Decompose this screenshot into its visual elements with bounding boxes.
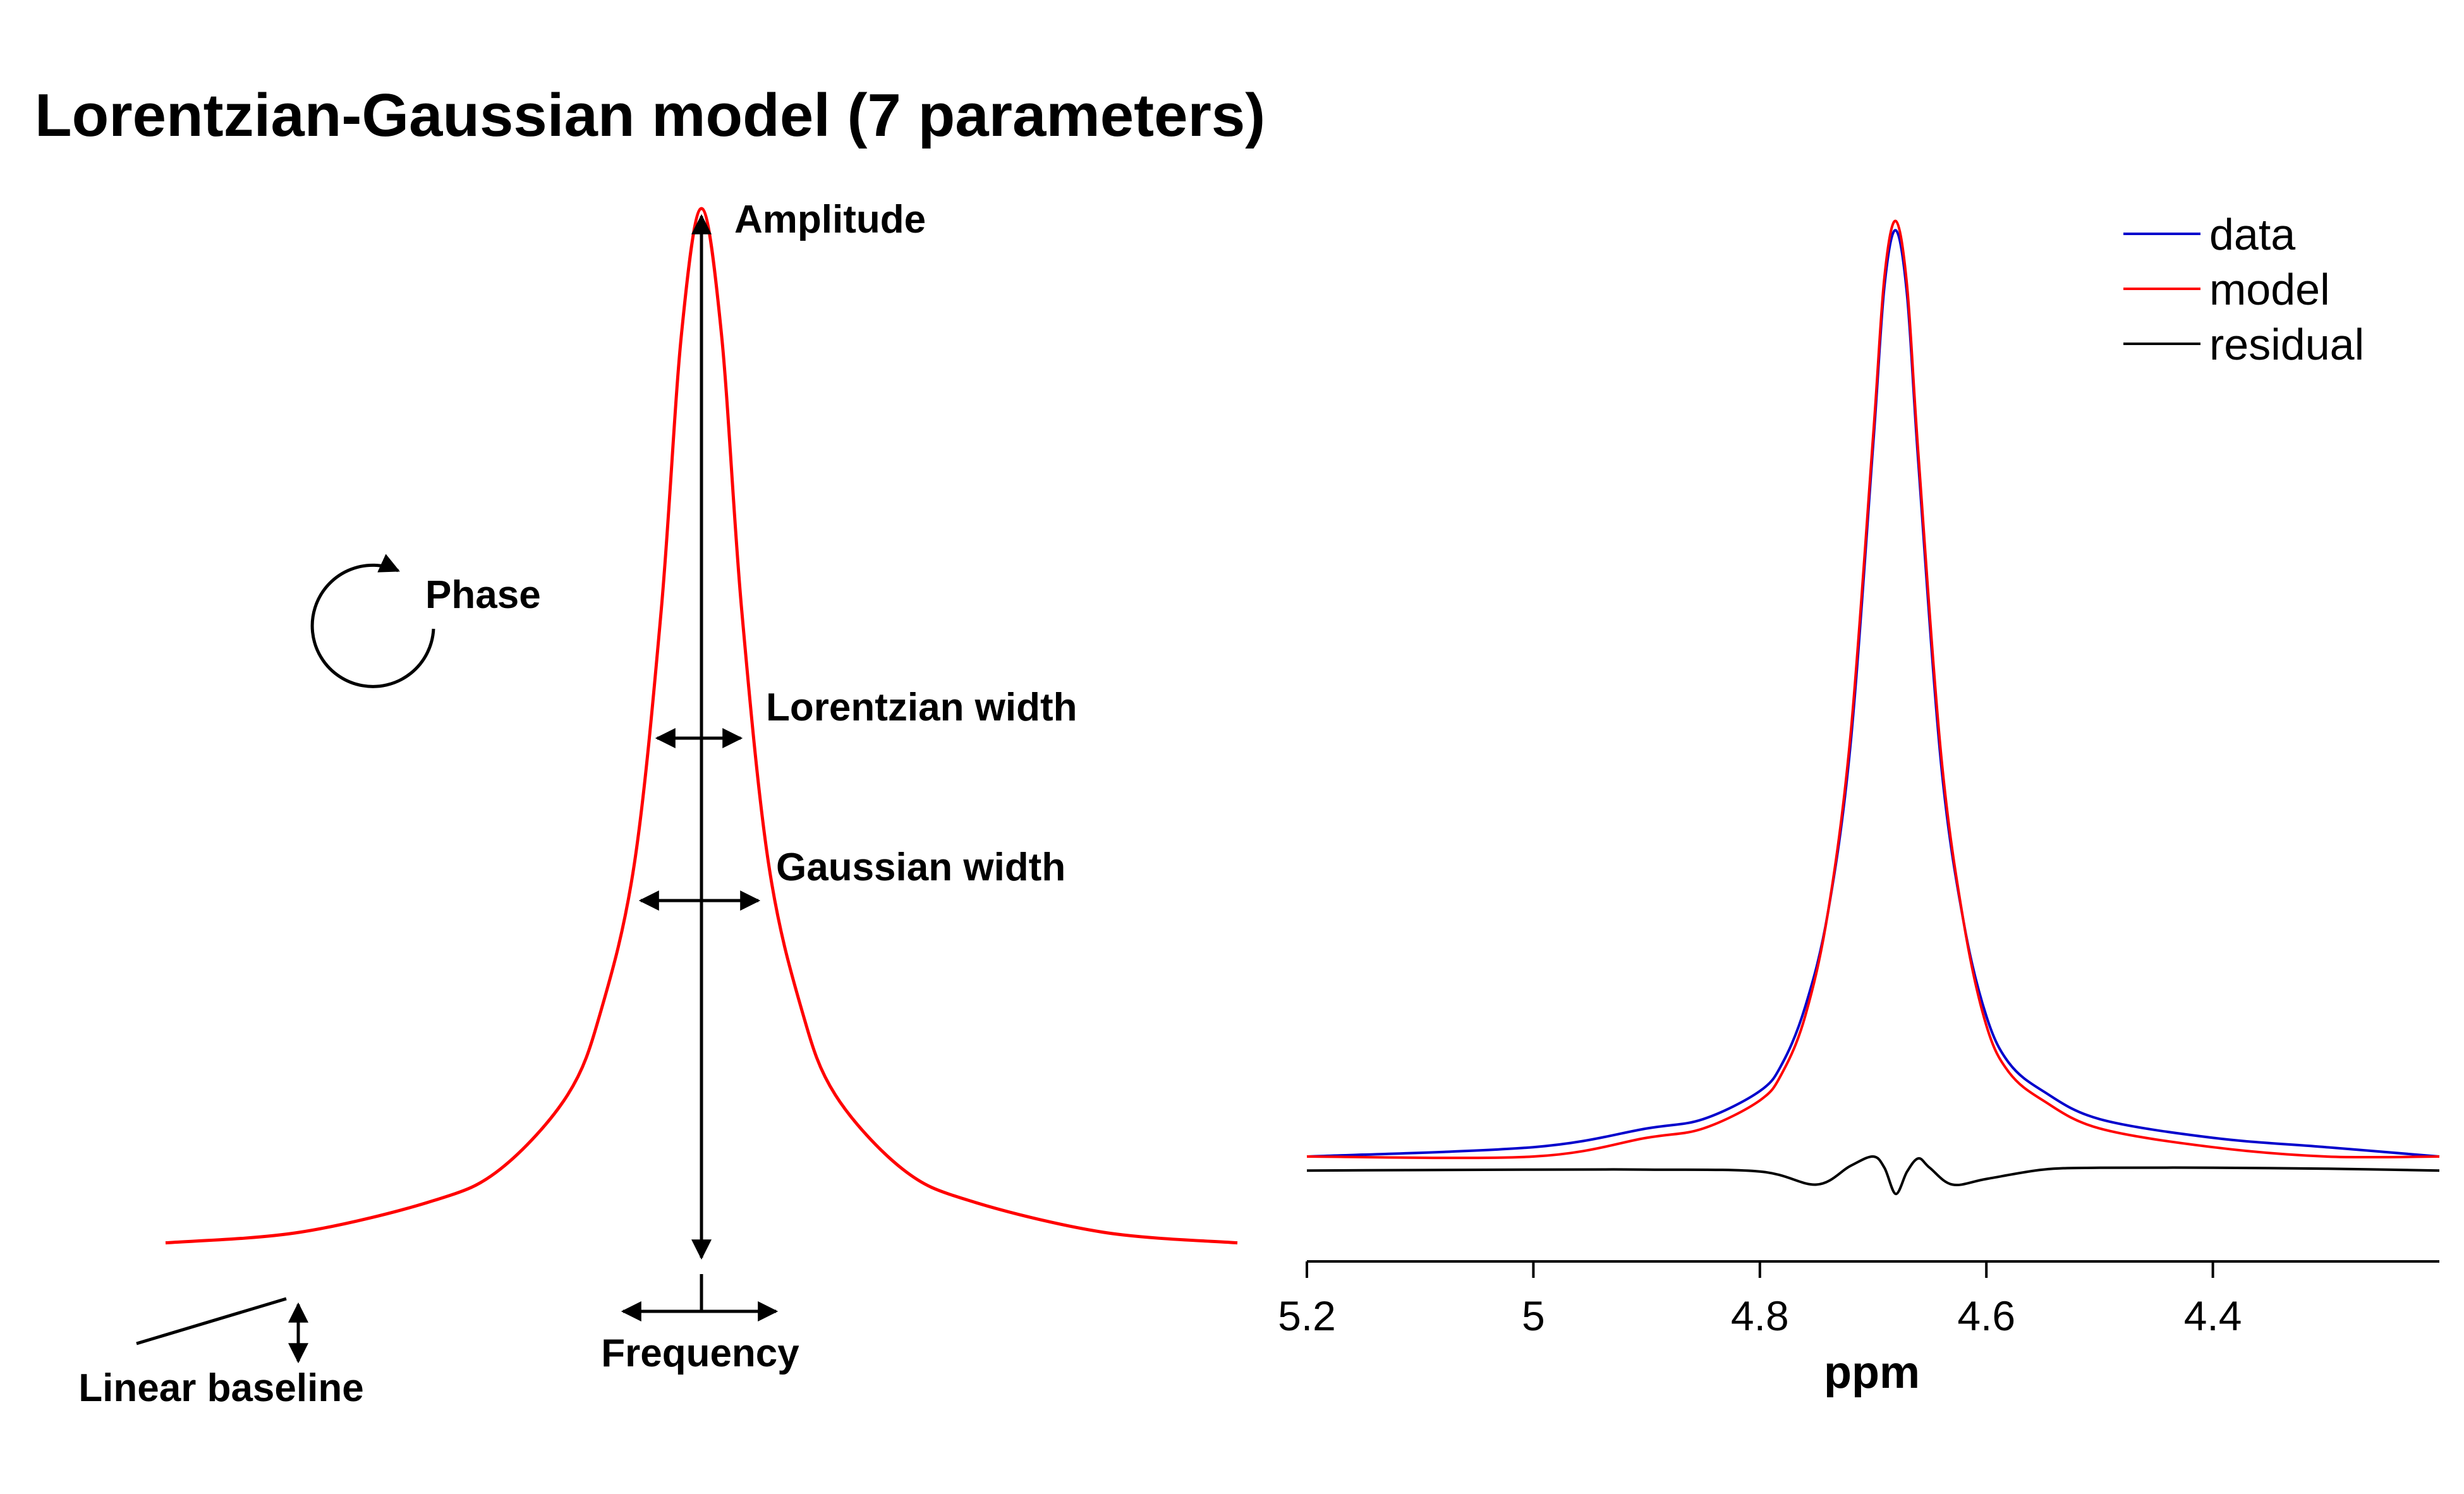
x-axis-label: ppm <box>1824 1347 1920 1398</box>
x-tick-label: 5 <box>1522 1292 1545 1339</box>
phase-arrow-icon <box>310 554 435 688</box>
series-line-residual <box>1306 1155 2440 1196</box>
x-tick-label: 4.4 <box>2184 1292 2242 1339</box>
x-tick-label: 4.8 <box>1731 1292 1789 1339</box>
series-line-model <box>1306 219 2440 1160</box>
frequency-label: Frequency <box>601 1332 799 1375</box>
linear-baseline-slope-line <box>136 1297 287 1345</box>
legend: data model residual <box>2123 210 2364 369</box>
spectrum-fit-panel: 5.2 5 4.8 4.6 4.4 ppm data model residual <box>1278 210 2440 1398</box>
legend-label-data: data <box>2209 210 2295 259</box>
gaussian-width-label: Gaussian width <box>776 846 1065 889</box>
schematic-model-curve <box>165 207 1238 1245</box>
linear-baseline-label: Linear baseline <box>78 1366 363 1410</box>
figure-title: Lorentzian-Gaussian model (7 parameters) <box>35 82 1265 149</box>
series-line-data <box>1306 229 2440 1158</box>
spectrum-lines <box>1306 219 2440 1196</box>
lorentzian-width-label: Lorentzian width <box>766 686 1077 729</box>
legend-label-model: model <box>2209 265 2330 314</box>
x-tick-label: 4.6 <box>1957 1292 2015 1339</box>
phase-label: Phase <box>425 573 541 617</box>
legend-label-residual: residual <box>2209 320 2364 369</box>
amplitude-label: Amplitude <box>734 198 926 241</box>
x-axis-ticks: 5.2 5 4.8 4.6 4.4 <box>1278 1261 2242 1339</box>
x-tick-label: 5.2 <box>1278 1292 1336 1339</box>
schematic-panel: Amplitude Phase Lorentzian width Gaussia… <box>78 198 1238 1410</box>
